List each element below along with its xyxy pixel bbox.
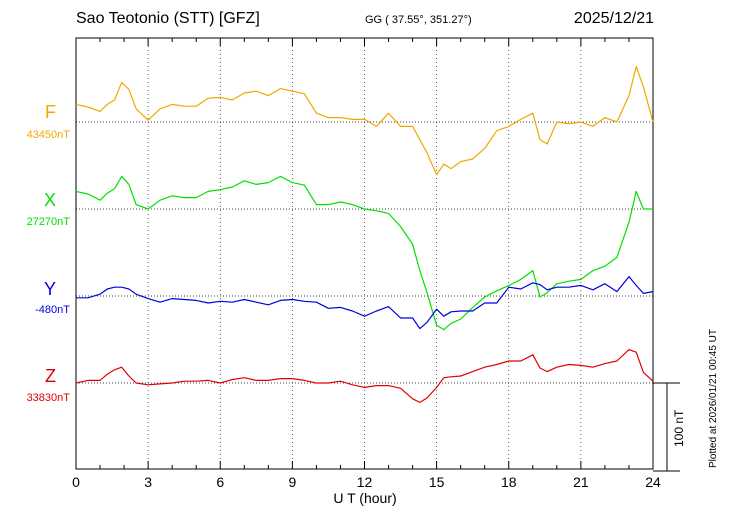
x-tick-label-12: 12 <box>357 474 373 490</box>
x-tick-label-21: 21 <box>573 474 589 490</box>
grid-lines <box>147 38 582 469</box>
series-lines <box>75 65 654 403</box>
series-line-y <box>76 276 654 330</box>
x-axis: 0 3 6 9 12 15 18 21 24 <box>72 38 661 490</box>
baseline-y: -480nT <box>35 304 70 316</box>
x-tick-label-0: 0 <box>72 474 80 490</box>
baseline-z: 33830nT <box>26 392 70 404</box>
x-tick-label-6: 6 <box>216 474 224 490</box>
label-f: F <box>45 102 56 122</box>
baseline-f: 43450nT <box>26 129 70 141</box>
baseline-x: 27270nT <box>26 216 70 228</box>
scale-bar-label: 100 nT <box>672 409 686 447</box>
station-title: Sao Teotonio (STT) [GFZ] <box>76 10 260 27</box>
geo-coordinates: GG ( 37.55°, 351.27°) <box>365 14 472 26</box>
label-y: Y <box>43 279 56 299</box>
x-tick-label-3: 3 <box>144 474 152 490</box>
x-tick-label-24: 24 <box>645 474 661 490</box>
label-z: Z <box>45 366 56 386</box>
x-tick-label-18: 18 <box>501 474 517 490</box>
x-tick-label-9: 9 <box>288 474 296 490</box>
x-axis-label: U T (hour) <box>333 490 397 506</box>
series-line-x <box>75 175 653 331</box>
scale-bar: 100 nT <box>653 382 686 472</box>
series-line-z <box>75 349 654 403</box>
series-line-f <box>75 65 654 176</box>
plotted-timestamp: Plotted at 2026/01/21 00:45 UT <box>708 329 719 468</box>
plot-date: 2025/12/21 <box>573 10 654 27</box>
x-tick-label-15: 15 <box>429 474 445 490</box>
baseline-lines <box>76 121 653 384</box>
label-x: X <box>43 190 56 210</box>
